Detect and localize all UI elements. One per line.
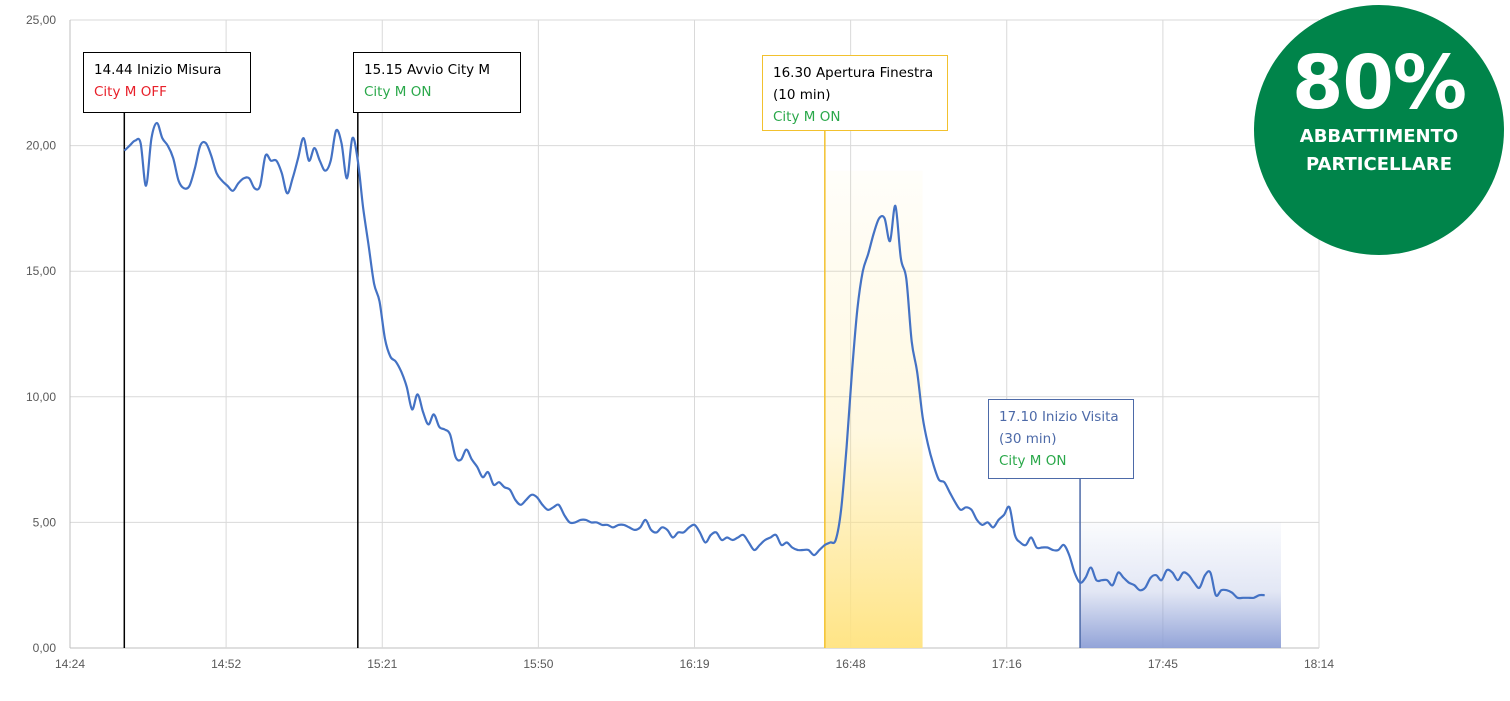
event-duration: (10 min) xyxy=(773,87,831,103)
x-tick-label: 17:45 xyxy=(1148,657,1178,671)
event-duration: (30 min) xyxy=(999,431,1057,447)
event-status: City M ON xyxy=(364,84,432,100)
x-tick-label: 15:50 xyxy=(523,657,553,671)
x-tick-label: 14:52 xyxy=(211,657,241,671)
x-tick-label: 17:16 xyxy=(992,657,1022,671)
y-tick-label: 20,00 xyxy=(26,139,56,153)
y-tick-label: 15,00 xyxy=(26,264,56,278)
badge-percent: 80% xyxy=(1291,40,1467,126)
event-status: City M ON xyxy=(999,453,1067,469)
event-title: 14.44 Inizio Misura xyxy=(94,62,222,78)
x-tick-label: 14:24 xyxy=(55,657,85,671)
shaded-regions xyxy=(824,170,1281,648)
event-annotation: 14.44 Inizio Misura City M OFF xyxy=(83,52,251,113)
event-status: City M OFF xyxy=(94,84,167,100)
series-layer xyxy=(123,121,1265,600)
event-annotation: 17.10 Inizio Visita (30 min) City M ON xyxy=(988,399,1134,479)
event-annotation: 15.15 Avvio City M City M ON xyxy=(353,52,521,113)
y-tick-label: 25,00 xyxy=(26,13,56,27)
event-annotation: 16.30 Apertura Finestra (10 min) City M ON xyxy=(762,55,948,131)
badge-line-2: PARTICELLARE xyxy=(1305,154,1453,175)
x-tick-label: 15:21 xyxy=(367,657,397,671)
reduction-badge: 80% ABBATTIMENTO PARTICELLARE xyxy=(1254,5,1504,255)
event-title: 17.10 Inizio Visita xyxy=(999,409,1119,425)
x-tick-label: 16:19 xyxy=(679,657,709,671)
event-status: City M ON xyxy=(773,109,841,125)
y-tick-label: 0,00 xyxy=(33,641,57,655)
axis-ticks: 0,00 5,00 10,00 15,00 20,00 25,00 14:24 14:52 15… xyxy=(26,13,1334,671)
series-line xyxy=(123,121,1265,600)
badge-line-1: ABBATTIMENTO xyxy=(1299,126,1459,147)
event-marker-lines xyxy=(123,113,1081,648)
shaded-region xyxy=(824,170,923,648)
event-title: 16.30 Apertura Finestra xyxy=(773,65,934,81)
event-title: 15.15 Avvio City M xyxy=(364,62,491,78)
y-tick-label: 10,00 xyxy=(26,390,56,404)
x-tick-label: 18:14 xyxy=(1304,657,1334,671)
x-tick-label: 16:48 xyxy=(836,657,866,671)
y-tick-label: 5,00 xyxy=(33,515,57,529)
